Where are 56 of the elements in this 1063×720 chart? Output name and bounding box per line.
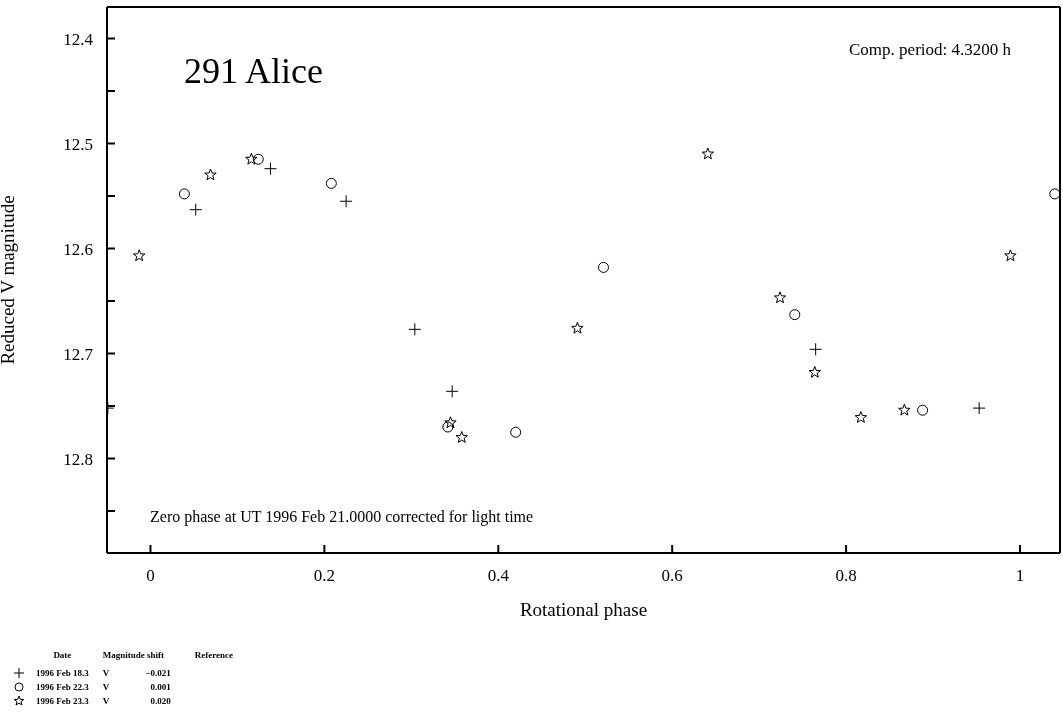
legend-label: 1996 Feb 22.3 [35,681,90,694]
text: V [101,695,111,708]
point [339,194,353,208]
x-tick-label: 0.4 [487,566,510,585]
point [245,152,258,165]
x-tick-label: 0.2 [313,566,336,585]
text: V [101,681,111,694]
point [898,403,911,416]
x-tick-label: 0 [146,566,155,585]
point [789,309,801,321]
text: −0.021 [144,667,172,680]
point [455,431,468,443]
x-tick-label: 0.8 [835,566,857,585]
text: 0.001 [149,681,172,694]
x-tick-label: 0.6 [661,566,683,585]
point [1004,249,1017,262]
point [598,261,609,273]
point [701,147,715,160]
point [442,421,454,433]
text: Magnitude shift [101,650,165,662]
text: Reference [193,650,234,662]
point [325,177,337,189]
point [773,291,787,304]
point [252,153,264,165]
point [445,384,459,398]
point [917,404,929,416]
point [808,365,821,378]
text: 0.020 [149,695,172,708]
annotation: Zero phase at UT 1996 Feb 21.0000 corrected for light time [150,508,534,526]
point [204,168,217,181]
x-tick-label: 1 [1015,566,1025,585]
point [854,411,868,423]
point [132,249,146,262]
point [972,401,986,415]
point [809,342,823,356]
point [263,162,277,176]
point [178,188,190,200]
point [571,321,584,334]
y-tick-label: 12.7 [63,344,94,364]
x-axis-title: Rotational phase [519,599,648,620]
point [510,426,522,438]
text: 291 Alice [184,50,323,92]
y-tick-label: 12.4 [63,29,94,49]
point [408,322,422,336]
y-axis-title: Reduced V magnitude [0,195,18,365]
y-tick-label: 12.6 [63,239,93,259]
point [444,416,457,429]
point [189,203,203,217]
text: Date [52,650,73,662]
annotation: Comp. period: 4.3200 h [849,40,1011,60]
legend-label: 1996 Feb 18.3 [35,667,90,680]
y-tick-label: 12.8 [63,449,93,469]
point [1049,188,1060,200]
legend-label: 1996 Feb 23.3 [35,695,90,708]
text: V [101,667,111,680]
y-tick-label: 12.5 [63,134,93,154]
